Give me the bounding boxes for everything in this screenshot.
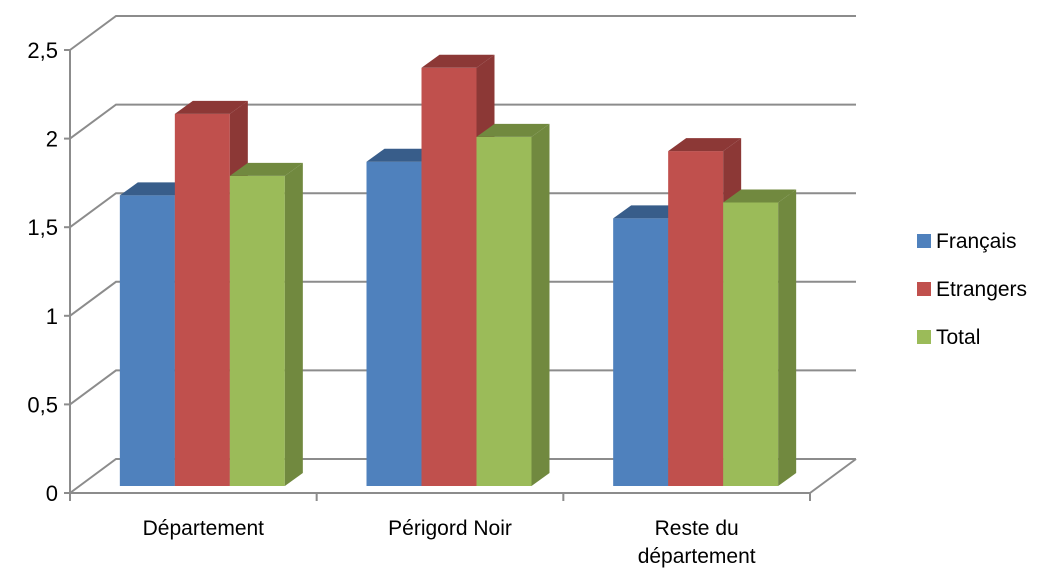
bar-side — [531, 123, 550, 486]
bar-front — [723, 202, 779, 487]
category-label: département — [638, 545, 756, 568]
legend-label: Total — [936, 326, 980, 349]
grid-lines — [69, 15, 857, 494]
category-label: Reste du — [655, 517, 739, 540]
y-tick-label: 1 — [46, 304, 58, 329]
legend: Français Etrangers Total — [917, 230, 1027, 349]
bar-front — [229, 175, 285, 486]
gridline — [69, 192, 856, 229]
bar-top — [613, 205, 687, 219]
legend-swatch — [917, 282, 931, 296]
bar-top — [476, 123, 550, 137]
bar — [723, 189, 797, 487]
bar-front — [613, 218, 669, 487]
bar — [229, 162, 303, 486]
bar-front — [174, 113, 230, 486]
y-tick-label: 1,5 — [27, 215, 58, 240]
y-tick-label: 2,5 — [27, 38, 58, 63]
y-tick-label: 2 — [46, 127, 58, 152]
y-tick-label: 0,5 — [27, 392, 58, 417]
bar-top — [119, 182, 193, 196]
floor-edge — [809, 458, 857, 494]
bar-front — [366, 161, 422, 486]
legend-swatch — [917, 234, 931, 248]
bar-top — [174, 100, 248, 114]
legend-label: Etrangers — [936, 278, 1027, 301]
category-label: Département — [143, 517, 265, 540]
bar-top — [421, 54, 495, 68]
bar-side — [778, 189, 797, 487]
bars — [119, 54, 797, 487]
gridline — [69, 15, 856, 51]
axes — [64, 49, 811, 501]
gridline — [69, 369, 856, 406]
gridline — [69, 103, 856, 140]
bar-top — [366, 148, 440, 162]
category-labels: Département Périgord Noir Reste du départem… — [143, 517, 756, 568]
gridline — [69, 458, 856, 494]
bar-front — [421, 67, 477, 487]
legend-label: Français — [936, 230, 1017, 253]
bar-side — [284, 162, 303, 486]
bar-top — [668, 138, 742, 152]
bar-top — [229, 162, 303, 176]
bar-front — [668, 151, 724, 487]
y-tick-label: 0 — [46, 481, 58, 506]
gridline — [69, 280, 856, 317]
y-tick-labels: 0 0,5 1 1,5 2 2,5 — [27, 38, 58, 506]
bar — [476, 123, 550, 486]
bar-front — [119, 195, 175, 486]
legend-swatch — [917, 330, 931, 344]
bar-front — [476, 136, 532, 486]
category-label: Périgord Noir — [388, 517, 512, 540]
bar-top — [723, 189, 797, 203]
